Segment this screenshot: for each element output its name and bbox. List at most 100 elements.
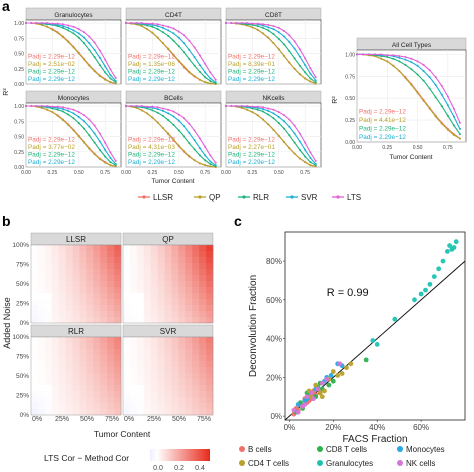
heatmap-cell <box>93 293 101 300</box>
data-point-qp <box>172 53 175 56</box>
data-point-lts <box>40 105 43 108</box>
data-point-svr <box>104 65 107 68</box>
x-tick-label: 0.75 <box>300 170 310 176</box>
heatmap-cell <box>164 257 172 264</box>
heatmap-cell <box>199 305 207 312</box>
heatmap-cell <box>93 257 101 264</box>
heatmap-cell <box>150 299 158 306</box>
heatmap-cell <box>143 337 151 344</box>
data-point-lts <box>267 23 270 26</box>
data-point-qp <box>161 42 164 45</box>
data-point-qp <box>167 132 170 135</box>
heatmap-cell <box>58 281 66 288</box>
heatmap-cell <box>171 257 179 264</box>
data-point-svr <box>204 154 207 157</box>
heatmap-cell <box>164 269 172 276</box>
data-point-lts <box>256 105 259 108</box>
facet-title: SVR <box>160 327 177 336</box>
y-tick-label: 0.00 <box>14 82 24 88</box>
heatmap-cell <box>37 257 46 264</box>
data-point-qp <box>183 65 186 68</box>
data-point-lts <box>380 53 383 56</box>
heatmap-cell <box>136 373 145 380</box>
y-tick-label: 100% <box>12 242 29 249</box>
heatmap-cell <box>65 391 73 398</box>
heatmap-cell <box>58 403 66 410</box>
data-point-qp <box>77 135 80 138</box>
heatmap-cell <box>164 287 172 294</box>
heatmap-cell <box>65 337 73 344</box>
heatmap-cell <box>107 299 115 306</box>
heatmap-cell <box>136 385 145 392</box>
data-point-lts <box>283 29 286 32</box>
heatmap-cell <box>107 317 115 324</box>
heatmap-cell <box>123 317 131 324</box>
data-point-rlr <box>183 51 186 54</box>
heatmap-cell <box>93 349 101 356</box>
x-tick-label: 60% <box>413 423 429 432</box>
x-tick-label: 75% <box>197 416 211 423</box>
heatmap-cell <box>171 299 179 306</box>
heatmap-cell <box>123 385 131 392</box>
heatmap-cell <box>123 245 131 252</box>
heatmap-cell <box>44 251 53 258</box>
heatmap-cell <box>150 403 158 410</box>
heatmap-cell <box>100 299 108 306</box>
data-point-rlr <box>88 48 91 51</box>
heatmap-cell <box>72 355 80 362</box>
scatter-point-nk-cells <box>291 407 297 413</box>
heatmap-cell <box>185 403 193 410</box>
data-point-qp <box>72 129 75 132</box>
heatmap-cell <box>171 403 179 410</box>
y-tick-label: 0.00 <box>345 140 355 146</box>
heatmap-cell <box>192 269 200 276</box>
heatmap-cell <box>58 409 66 416</box>
heatmap-cell <box>51 373 59 380</box>
heatmap-cell <box>44 367 53 374</box>
heatmap-cell <box>114 299 122 306</box>
heatmap-cell <box>157 269 165 276</box>
heatmap-cell <box>164 293 172 300</box>
scatter-point-cd4-t-cells <box>335 373 341 378</box>
heatmap-cell <box>44 373 53 380</box>
heatmap-cell <box>157 391 165 398</box>
heatmap-cell <box>65 281 73 288</box>
heatmap-cell <box>107 355 115 362</box>
legend-label-qp: QP <box>209 193 221 202</box>
heatmap-cell <box>185 305 193 312</box>
x-tick-label: 0.75 <box>200 170 210 176</box>
scatter-point-granulocytes <box>418 291 424 297</box>
data-point-lts <box>188 122 191 125</box>
heatmap-cell <box>114 251 122 258</box>
heatmap-cell <box>114 385 122 392</box>
heatmap-cell <box>123 379 131 386</box>
data-point-svr <box>183 125 186 128</box>
heatmap-cell <box>79 379 87 386</box>
heatmap-cell <box>199 385 207 392</box>
y-axis-label: R² <box>332 96 339 104</box>
heatmap-cell <box>123 391 131 398</box>
data-point-rlr <box>98 64 101 67</box>
padj-label: Padj = 2.29e−12 <box>228 159 275 166</box>
heatmap-cell <box>178 343 186 350</box>
heatmap-cell <box>199 349 207 356</box>
heatmap-cell <box>79 349 87 356</box>
heatmap-cell <box>178 287 186 294</box>
data-point-qp <box>288 61 291 64</box>
heatmap-cell <box>37 293 46 300</box>
heatmap-cell <box>65 245 73 252</box>
y-tick-label: 1.00 <box>345 52 355 58</box>
heatmap-cell <box>123 361 131 368</box>
heatmap-cell <box>100 305 108 312</box>
data-point-rlr <box>198 154 201 157</box>
padj-label: Padj = 2.29e−12 <box>228 54 275 61</box>
heatmap-cell <box>114 409 122 416</box>
heatmap-cell <box>44 263 53 270</box>
data-point-qp <box>198 78 201 81</box>
heatmap-cell <box>136 311 145 318</box>
heatmap-cell <box>86 385 94 392</box>
heatmap-cell <box>31 343 39 350</box>
data-point-qp <box>177 59 180 62</box>
data-point-lts <box>240 22 243 25</box>
data-point-rlr <box>188 142 191 145</box>
